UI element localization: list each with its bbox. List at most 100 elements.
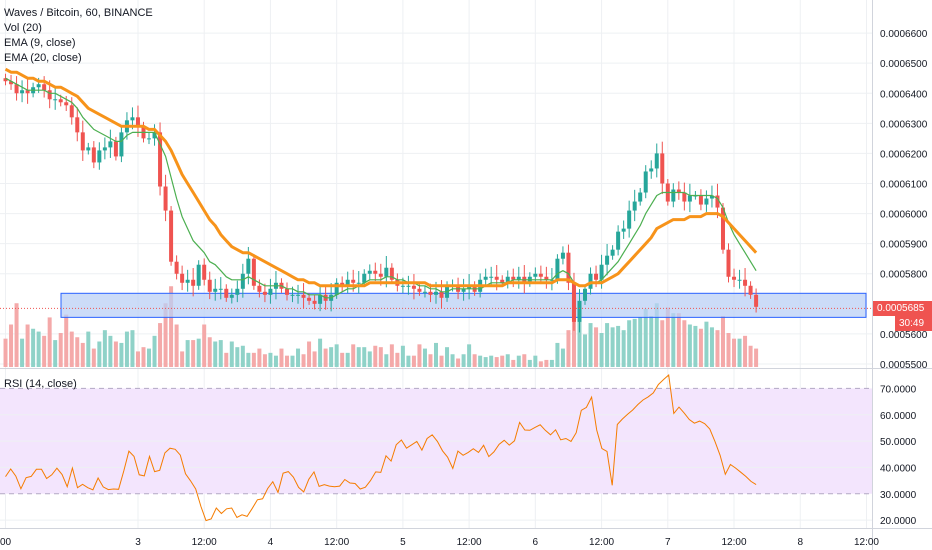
ema9-legend[interactable]: EMA (9, close) [4, 37, 76, 49]
candle-body [152, 132, 157, 139]
rsi-tick-label: 60.0000 [880, 411, 917, 422]
volume-bar [494, 357, 499, 367]
candle-body [704, 198, 709, 205]
candle-body [489, 276, 494, 278]
volume-bar [450, 354, 455, 367]
volume-bar [682, 320, 687, 367]
volume-bar [163, 303, 168, 367]
candle-body [726, 249, 731, 277]
candle-body [69, 105, 74, 118]
rsi-tick-label: 30.0000 [880, 490, 917, 501]
volume-bar [97, 341, 102, 367]
volume-bar [709, 327, 714, 367]
volume-bar [290, 355, 295, 367]
candle-body [191, 279, 196, 286]
candle-body [505, 276, 510, 283]
volume-bar [726, 333, 731, 367]
time-tick-label: 5 [400, 537, 406, 548]
candle-body [720, 207, 725, 250]
volume-bar [472, 354, 477, 367]
volume-bar [489, 355, 494, 367]
candle-body [224, 288, 229, 298]
price-tick-label: 0.0006500 [880, 59, 928, 70]
candle-body [698, 195, 703, 205]
candle-body [439, 291, 444, 298]
volume-bar [571, 301, 576, 367]
volume-bar [406, 355, 411, 367]
candle-body [25, 90, 30, 94]
volume-bar [307, 341, 312, 367]
candle-body [660, 153, 665, 184]
price-tick-label: 0.0006300 [880, 119, 928, 130]
volume-bar [588, 323, 593, 367]
volume-legend[interactable]: Vol (20) [4, 22, 42, 34]
time-tick-label: 12:00 [324, 537, 349, 548]
volume-bar [378, 347, 383, 367]
candle-body [411, 285, 416, 289]
volume-bar [456, 358, 461, 367]
candle-body [42, 84, 47, 91]
volume-bar [605, 323, 610, 367]
volume-bar [627, 320, 632, 367]
volume-bar [130, 330, 135, 367]
volume-bar [549, 359, 554, 367]
candle-body [340, 282, 345, 286]
volume-bar [743, 335, 748, 367]
volume-bar [42, 335, 47, 367]
volume-bar [538, 361, 543, 367]
time-tick-label: 4 [268, 537, 274, 548]
volume-bar [80, 342, 85, 367]
volume-bar [384, 354, 389, 367]
candle-body [406, 285, 411, 287]
volume-bar [660, 320, 665, 367]
ema20-legend[interactable]: EMA (20, close) [4, 52, 82, 64]
volume-bar [207, 337, 212, 367]
candle-body [671, 189, 676, 202]
candle-body [174, 261, 179, 274]
volume-bar [467, 344, 472, 367]
price-tick-label: 0.0006200 [880, 149, 928, 160]
volume-bar [516, 355, 521, 367]
candle-body [616, 231, 621, 250]
volume-bar [3, 338, 8, 367]
price-tick-label: 0.0005900 [880, 240, 928, 251]
candle-body [555, 258, 560, 280]
candle-body [290, 294, 295, 296]
candle-body [229, 294, 234, 298]
volume-bar [174, 324, 179, 367]
volume-bar [643, 308, 648, 367]
volume-bar [235, 347, 240, 367]
volume-bar [141, 347, 146, 367]
candle-body [560, 252, 565, 259]
candle-body [588, 273, 593, 289]
volume-bar [500, 355, 505, 367]
candle-body [147, 138, 152, 140]
volume-bar [566, 330, 571, 367]
volume-bar [102, 330, 107, 367]
time-tick-label: 3 [135, 537, 141, 548]
candle-body [461, 288, 466, 292]
volume-bar [610, 327, 615, 367]
volume-bar [687, 324, 692, 367]
candle-body [654, 153, 659, 169]
time-tick-label: 8 [797, 537, 803, 548]
symbol-title[interactable]: Waves / Bitcoin, 60, BINANCE [4, 7, 153, 19]
candle-body [284, 288, 289, 295]
price-tick-label: 0.0005600 [880, 330, 928, 341]
candle-body [235, 288, 240, 295]
volume-bar [665, 307, 670, 367]
candle-body [207, 279, 212, 292]
candle-body [417, 288, 422, 292]
volume-bar [345, 352, 350, 367]
volume-bar [439, 355, 444, 367]
volume-bar [257, 348, 262, 367]
volume-bar [411, 355, 416, 367]
volume-bar [367, 351, 372, 367]
rsi-legend[interactable]: RSI (14, close) [4, 378, 77, 390]
candle-body [307, 297, 312, 301]
candle-body [367, 270, 372, 274]
ema20-line [4, 67, 758, 288]
volume-bar [296, 348, 301, 367]
volume-bar [754, 348, 759, 367]
